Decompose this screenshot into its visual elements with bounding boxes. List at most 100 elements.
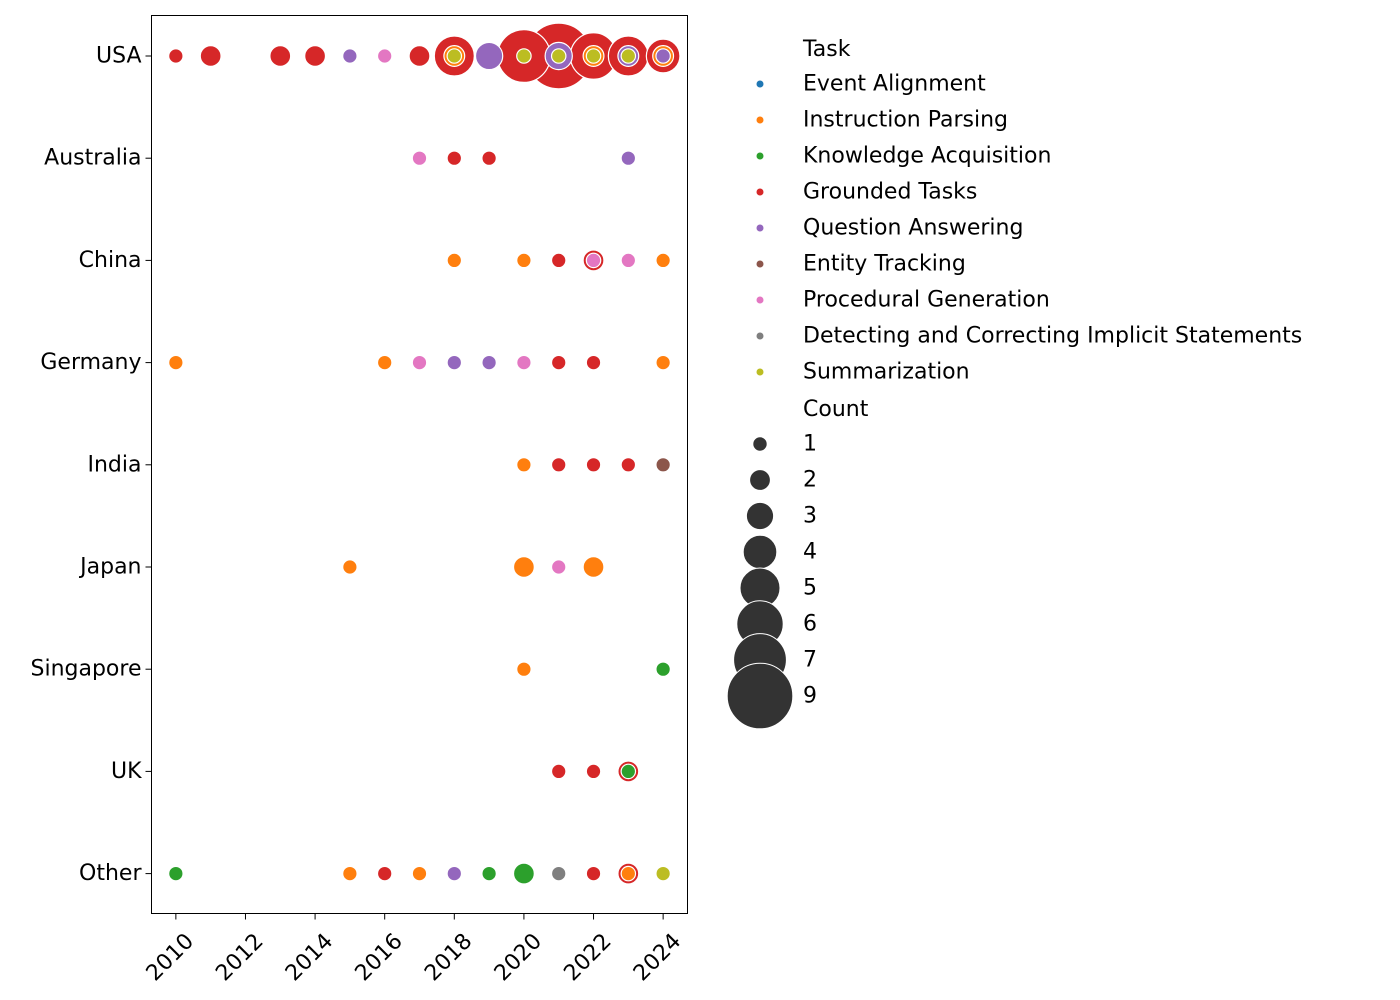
point-china-2018-instruction-parsing — [446, 252, 463, 269]
point-uk-2021-grounded-tasks — [550, 763, 567, 780]
legend-size-marker-9 — [726, 662, 794, 730]
point-uk-2023-knowledge-acquisition — [620, 763, 637, 780]
point-japan-2021-procedural-generation — [550, 559, 567, 575]
legend-label-knowledge-acquisition: Knowledge Acquisition — [803, 144, 1051, 169]
legend-label-procedural-generation: Procedural Generation — [803, 288, 1050, 313]
point-india-2023-grounded-tasks — [620, 456, 637, 473]
legend-label-event-alignment: Event Alignment — [803, 72, 986, 97]
point-germany-2021-grounded-tasks — [550, 354, 567, 371]
legend-marker-grounded-tasks — [756, 188, 764, 196]
plot-frame — [151, 15, 688, 914]
point-china-2021-grounded-tasks — [550, 252, 567, 269]
legend-marker-event-alignment — [756, 80, 764, 88]
x-tick-label-2018: 2018 — [420, 929, 477, 986]
point-usa-2013-grounded-tasks — [269, 44, 292, 67]
point-china-2024-instruction-parsing — [655, 252, 671, 269]
y-tick-label-singapore: Singapore — [31, 657, 142, 682]
point-usa-2017-grounded-tasks — [408, 44, 431, 67]
point-other-2023-instruction-parsing — [620, 865, 637, 882]
x-tick-label-2020: 2020 — [490, 929, 547, 986]
y-tick-label-usa: USA — [96, 44, 142, 69]
legend-size-marker-4 — [742, 534, 778, 570]
point-germany-2018-question-answering — [446, 354, 463, 371]
point-germany-2022-grounded-tasks — [585, 354, 602, 371]
point-germany-2010-instruction-parsing — [168, 354, 184, 371]
legend-size-label-2: 2 — [803, 468, 817, 493]
point-usa-2020-summarization — [516, 48, 532, 64]
legend-label-summarization: Summarization — [803, 360, 970, 385]
point-usa-2016-procedural-generation — [376, 48, 393, 64]
point-usa-2023-summarization — [620, 48, 637, 64]
legend-size-marker-1 — [752, 436, 768, 452]
y-tick-label-other: Other — [79, 861, 142, 886]
legend-marker-instruction-parsing — [756, 116, 764, 124]
point-other-2016-grounded-tasks — [376, 865, 393, 882]
point-other-2015-instruction-parsing — [342, 865, 358, 882]
point-australia-2023-question-answering — [620, 150, 637, 166]
y-tick-label-japan: Japan — [78, 555, 141, 580]
point-uk-2022-grounded-tasks — [585, 763, 602, 780]
point-germany-2020-procedural-generation — [516, 354, 532, 371]
y-tick-label-australia: Australia — [44, 146, 141, 171]
point-other-2020-knowledge-acquisition — [512, 862, 535, 885]
point-singapore-2020-instruction-parsing — [516, 661, 532, 677]
legend-marker-summarization — [756, 368, 764, 376]
legend-label-instruction-parsing: Instruction Parsing — [803, 108, 1008, 133]
x-tick-label-2024: 2024 — [629, 929, 686, 986]
legend-size-label-4: 4 — [803, 540, 817, 565]
x-axis: 2010 2012 2014 2016 2018 2020 2022 2024 — [142, 913, 686, 986]
x-tick-label-2014: 2014 — [281, 929, 338, 986]
point-other-2022-grounded-tasks — [585, 865, 602, 882]
legend-marker-entity-tracking — [756, 260, 764, 268]
point-usa-2021-summarization — [550, 48, 567, 64]
point-other-2018-question-answering — [446, 865, 463, 882]
legend-marker-knowledge-acquisition — [756, 152, 764, 160]
y-tick-label-uk: UK — [111, 759, 142, 784]
legend-marker-detecting-and-correcting-implicit-statements — [756, 332, 764, 340]
x-tick-label-2016: 2016 — [351, 929, 408, 986]
point-germany-2019-question-answering — [481, 354, 497, 371]
legend-size-marker-2 — [749, 469, 771, 491]
point-other-2019-knowledge-acquisition — [481, 865, 497, 882]
legend-marker-procedural-generation — [756, 296, 764, 304]
legend-label-grounded-tasks: Grounded Tasks — [803, 180, 977, 205]
point-germany-2016-instruction-parsing — [376, 354, 393, 371]
point-usa-2014-grounded-tasks — [304, 44, 327, 67]
legend-size-label-7: 7 — [803, 648, 817, 673]
point-usa-2018-summarization — [446, 48, 463, 64]
legend-size-label-1: 1 — [803, 432, 817, 457]
legend-hue-title: Task — [802, 37, 851, 62]
legend: Task Event Alignment Instruction Parsing K… — [726, 37, 1302, 730]
point-usa-2010-grounded-tasks — [168, 48, 184, 64]
point-japan-2020-instruction-parsing — [512, 555, 535, 578]
point-other-2017-instruction-parsing — [411, 865, 428, 882]
point-india-2024-entity-tracking — [655, 456, 671, 473]
legend-marker-question-answering — [756, 224, 764, 232]
legend-size-label-3: 3 — [803, 504, 817, 529]
point-germany-2017-procedural-generation — [411, 354, 428, 371]
point-australia-2019-grounded-tasks — [481, 150, 497, 166]
legend-label-entity-tracking: Entity Tracking — [803, 252, 966, 277]
y-axis: USA Australia China Germany India Japan Singap… — [31, 44, 152, 886]
point-china-2023-procedural-generation — [620, 252, 637, 269]
legend-label-detecting-and-correcting-implicit-statements: Detecting and Correcting Implicit Statem… — [803, 324, 1302, 349]
x-tick-label-2010: 2010 — [142, 929, 199, 986]
y-tick-label-germany: Germany — [40, 350, 141, 375]
point-australia-2017-procedural-generation — [411, 150, 428, 166]
point-india-2021-grounded-tasks — [550, 456, 567, 473]
legend-size-entries: 1 2 3 4 5 6 7 9 — [726, 432, 817, 730]
legend-task-entries: Event Alignment Instruction Parsing Knowle… — [756, 72, 1302, 385]
point-china-2022-procedural-generation — [585, 252, 602, 269]
legend-size-title: Count — [803, 397, 869, 422]
point-japan-2015-instruction-parsing — [342, 559, 358, 575]
point-india-2022-grounded-tasks — [585, 456, 602, 473]
legend-size-label-5: 5 — [803, 576, 817, 601]
point-usa-2022-summarization — [585, 48, 602, 64]
x-tick-label-2012: 2012 — [211, 929, 268, 986]
legend-label-question-answering: Question Answering — [803, 216, 1023, 241]
legend-size-label-9: 9 — [803, 684, 817, 709]
point-usa-2019-question-answering — [474, 41, 504, 71]
point-usa-2011-grounded-tasks — [199, 44, 222, 67]
point-singapore-2024-knowledge-acquisition — [655, 661, 671, 677]
